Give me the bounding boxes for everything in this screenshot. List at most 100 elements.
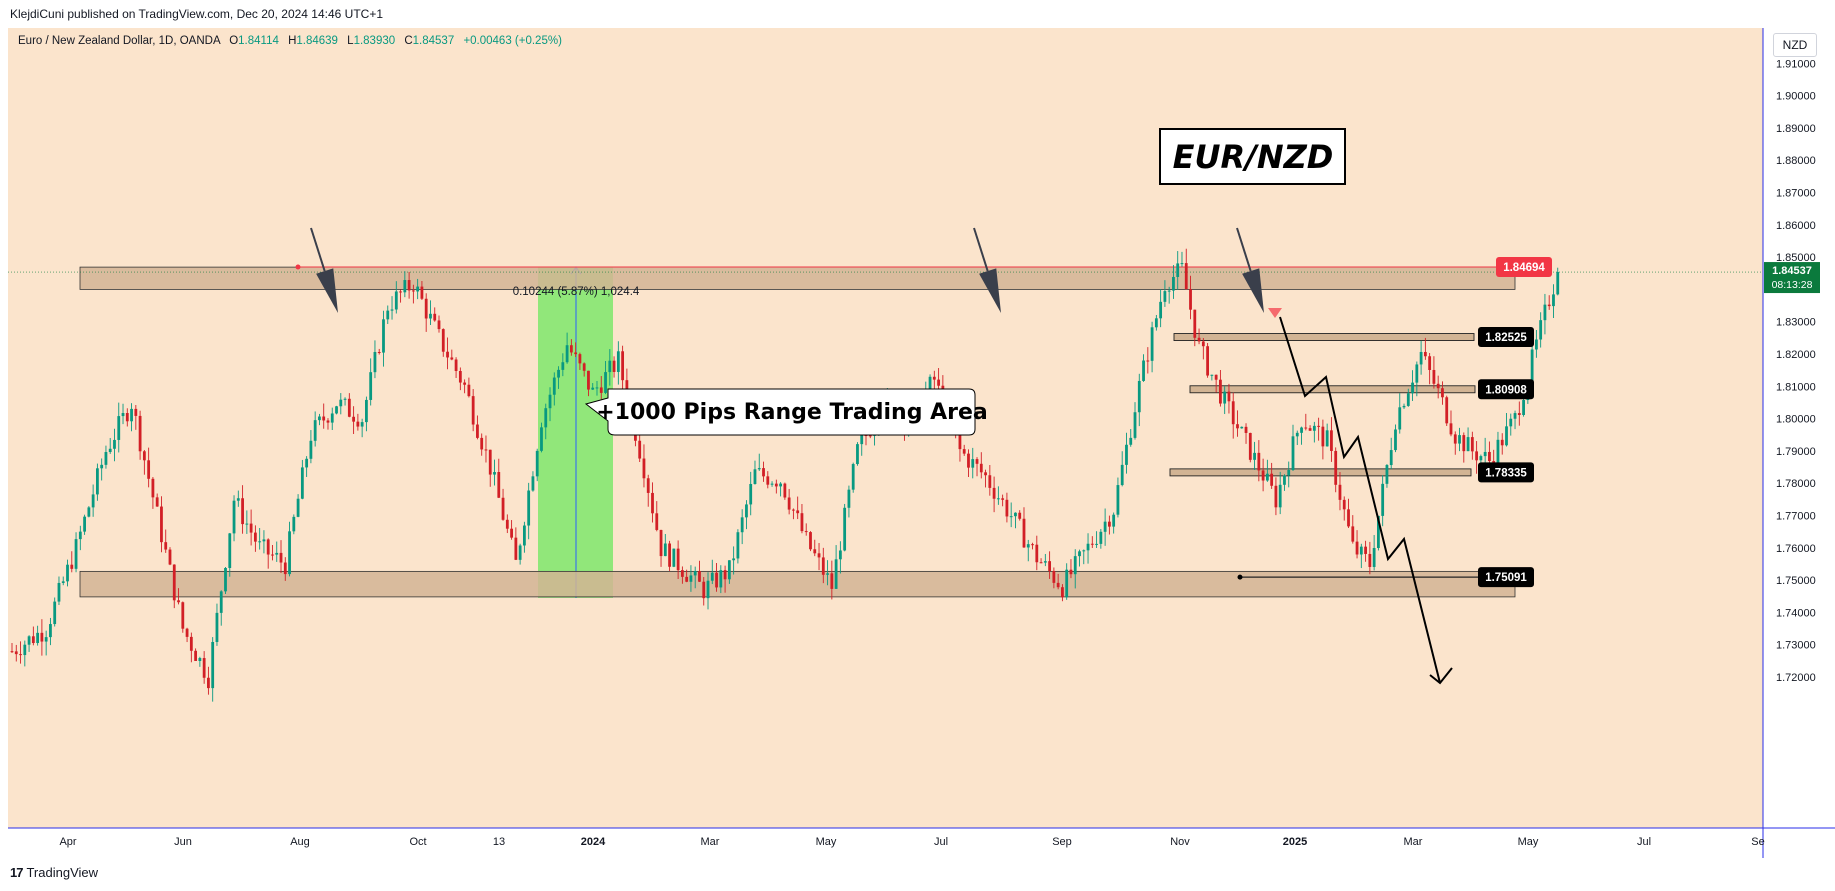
candle-body: [386, 310, 390, 320]
candle-body: [493, 472, 496, 475]
candle-body: [975, 459, 979, 464]
candle-body: [1274, 485, 1278, 508]
candle-body: [1103, 521, 1107, 532]
candle-body: [1270, 473, 1274, 486]
candle-body: [1001, 498, 1005, 500]
candle-body: [1009, 516, 1013, 518]
candle-body: [100, 464, 104, 469]
title-box[interactable]: EUR/NZD: [1159, 128, 1346, 185]
candle-body: [458, 370, 462, 383]
candle-body: [501, 497, 505, 520]
candle-body: [1415, 364, 1419, 383]
candle-body: [672, 548, 676, 567]
candle-body: [488, 449, 492, 475]
candle-body: [215, 612, 219, 642]
candle-body: [1142, 360, 1145, 381]
candle-body: [142, 451, 146, 461]
candle-body: [851, 464, 855, 490]
candle-body: [1133, 412, 1137, 438]
candle-body: [1411, 382, 1414, 394]
candle-body: [591, 387, 595, 390]
candle-body: [1304, 427, 1308, 429]
candle-body: [416, 286, 420, 292]
callout-text: +1000 Pips Range Trading Area: [596, 400, 988, 425]
candle-body: [1189, 289, 1192, 310]
chart-title: EUR/NZD: [1173, 138, 1334, 176]
tradingview-logo-icon: 17: [10, 865, 24, 880]
candle-body: [1470, 437, 1474, 452]
candle-body: [599, 387, 603, 393]
candle-body: [480, 437, 484, 450]
candle-body: [1236, 424, 1239, 429]
candle-body: [484, 449, 488, 451]
price-axis[interactable]: 1.91000 1.90000 1.89000 1.88000 1.87000 1.860…: [1776, 58, 1816, 684]
candle-body: [1445, 397, 1449, 424]
candle-body: [96, 468, 99, 495]
candle-body: [424, 298, 428, 319]
y-tick-label: 1.82000: [1776, 349, 1816, 361]
candle-body: [1462, 435, 1466, 452]
candle-body: [433, 313, 437, 321]
candle-body: [1039, 562, 1043, 564]
resistance-anchor: [295, 264, 301, 270]
candle-body: [305, 458, 309, 468]
candle-body: [1402, 405, 1406, 408]
candle-body: [1240, 426, 1244, 429]
candle-body: [125, 413, 129, 422]
candle-body: [736, 532, 740, 559]
label-text: 1.82525: [1485, 332, 1527, 344]
candle-body: [309, 440, 313, 459]
candle-body: [1184, 263, 1188, 290]
candle-body: [783, 483, 787, 498]
candle-body: [326, 420, 330, 423]
candle-body: [134, 408, 138, 416]
candle-body: [1099, 531, 1103, 544]
candle-body: [1005, 499, 1009, 517]
candle-body: [1377, 515, 1380, 549]
candle-body: [710, 572, 714, 581]
candle-body: [1372, 548, 1376, 567]
candle-body: [1496, 439, 1500, 465]
candle-body: [809, 532, 812, 550]
candle-body: [561, 362, 565, 370]
candle-body: [958, 433, 962, 450]
low-label: L: [347, 35, 354, 47]
x-tick-label: 2025: [1283, 836, 1307, 848]
candle-body: [365, 399, 368, 423]
range-callout[interactable]: +1000 Pips Range Trading Area: [584, 388, 988, 436]
currency-button[interactable]: NZD: [1773, 33, 1817, 57]
y-tick-label: 1.74000: [1776, 607, 1816, 619]
candle-body: [552, 377, 556, 395]
candle-body: [1193, 309, 1197, 338]
last-price-text: 1.84537: [1772, 265, 1812, 277]
candle-body: [399, 291, 402, 293]
time-axis[interactable]: Apr Jun Aug Oct 13 2024 Mar May Jul Sep Nov 2025 Mar…: [59, 836, 1764, 848]
candle-body: [826, 573, 829, 575]
candle-body: [1150, 327, 1154, 361]
candle-body: [1073, 556, 1077, 575]
candle-body: [343, 398, 347, 400]
candle-body: [569, 345, 573, 353]
candle-body: [429, 313, 432, 319]
candle-body: [1419, 351, 1423, 365]
candle-body: [467, 384, 471, 397]
x-tick-label: Mar: [1404, 836, 1423, 848]
candle-body: [510, 528, 513, 538]
candle-body: [1398, 407, 1402, 430]
candle-body: [1052, 571, 1056, 583]
candle-body: [1223, 391, 1227, 404]
candle-body: [369, 372, 373, 400]
candle-body: [988, 475, 992, 488]
candle-body: [1556, 272, 1560, 295]
projected-zigzag-down: [1279, 316, 1441, 684]
candle-body: [1423, 351, 1427, 357]
candle-body: [646, 478, 650, 493]
candle-body: [335, 406, 338, 414]
candle-body: [1043, 561, 1047, 563]
candle-body: [1394, 429, 1397, 451]
candle-body: [651, 492, 654, 514]
candle-body: [1197, 337, 1201, 342]
candle-body: [10, 651, 14, 653]
candle-body: [87, 507, 91, 517]
